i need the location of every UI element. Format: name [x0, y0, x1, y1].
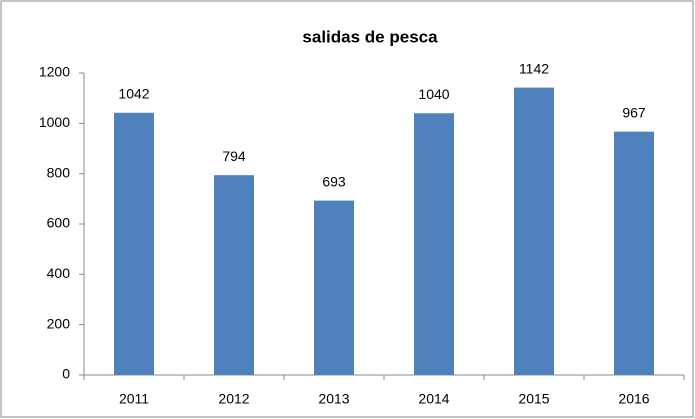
y-tick-label: 1000	[39, 114, 70, 130]
chart-title: salidas de pesca	[302, 27, 438, 46]
bar	[614, 131, 654, 375]
y-tick-label: 200	[47, 315, 71, 331]
data-label: 794	[222, 148, 246, 164]
data-label: 1042	[118, 85, 149, 101]
x-tick-label: 2015	[518, 391, 549, 407]
y-tick-label: 800	[47, 164, 71, 180]
data-label: 1040	[418, 86, 449, 102]
y-tick-label: 0	[62, 366, 70, 382]
bar	[314, 200, 354, 375]
bar	[514, 87, 554, 375]
data-label: 967	[622, 104, 646, 120]
bar	[114, 112, 154, 375]
bar	[414, 113, 454, 376]
y-tick-label: 1200	[39, 64, 70, 80]
x-tick-label: 2012	[218, 391, 249, 407]
data-label: 693	[322, 173, 346, 189]
x-tick-label: 2016	[618, 391, 649, 407]
x-tick-label: 2013	[318, 391, 349, 407]
y-tick-label: 600	[47, 215, 71, 231]
x-tick-label: 2011	[119, 391, 149, 407]
y-tick-label: 400	[47, 265, 71, 281]
data-label: 1142	[519, 60, 549, 76]
x-tick-label: 2014	[418, 391, 449, 407]
bar	[214, 175, 254, 375]
